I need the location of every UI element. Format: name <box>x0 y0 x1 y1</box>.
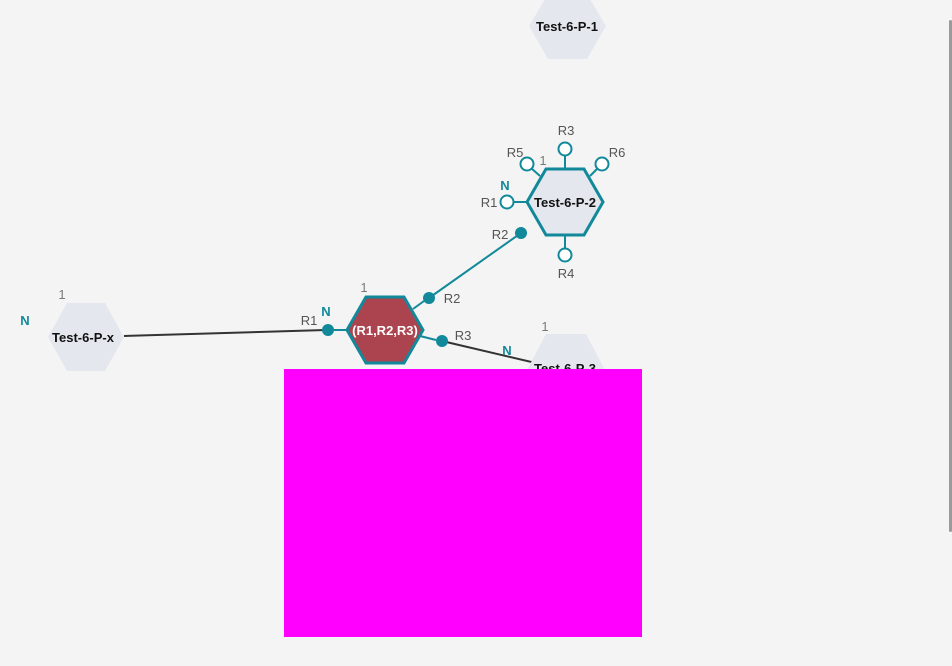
port-label-r6: R6 <box>609 145 626 160</box>
node-count: 1 <box>58 287 65 302</box>
n-badge: N <box>321 304 330 319</box>
n-badge: N <box>20 313 29 328</box>
port-r1[interactable] <box>322 324 334 336</box>
node-test-6-p-2[interactable]: Test-6-P-2 <box>513 156 605 249</box>
edge-center-p3 <box>441 340 541 365</box>
port-label-r2: R2 <box>492 227 509 242</box>
port-r1[interactable] <box>499 194 515 210</box>
port-label-r1: R1 <box>301 313 318 328</box>
node-label: Test-6-P-2 <box>534 195 596 210</box>
port-label-r2: R2 <box>444 291 461 306</box>
node-count: 1 <box>539 153 546 168</box>
node-label: (R1,R2,R3) <box>352 323 418 338</box>
node-label: Test-6-P-1 <box>536 19 598 34</box>
port-r3[interactable] <box>436 335 448 347</box>
node-test-6-p-x[interactable]: Test-6-P-x <box>48 303 124 371</box>
port-r6[interactable] <box>594 156 610 172</box>
n-badge: N <box>502 343 511 358</box>
node-test-6-p-1[interactable]: Test-6-P-1 <box>529 0 606 59</box>
magenta-overlay-panel <box>284 369 642 637</box>
node-count: 1 <box>360 280 367 295</box>
n-badge: N <box>500 178 509 193</box>
node-count: 1 <box>541 319 548 334</box>
port-label-r3: R3 <box>455 328 472 343</box>
port-r2[interactable] <box>515 227 527 239</box>
port-label-r3: R3 <box>558 123 575 138</box>
port-label-r5: R5 <box>507 145 524 160</box>
port-r3[interactable] <box>557 141 573 157</box>
node-center-r1-r2-r3[interactable]: (R1,R2,R3) <box>334 295 437 365</box>
port-label-r1: R1 <box>481 195 498 210</box>
port-label-r4: R4 <box>558 266 575 281</box>
port-r5[interactable] <box>519 156 535 172</box>
edge-px-center <box>123 329 327 337</box>
edge-center-p2 <box>428 232 522 299</box>
vertical-scrollbar[interactable] <box>949 20 952 532</box>
port-r2[interactable] <box>423 292 435 304</box>
port-r4[interactable] <box>557 247 573 263</box>
node-label: Test-6-P-x <box>52 330 115 345</box>
